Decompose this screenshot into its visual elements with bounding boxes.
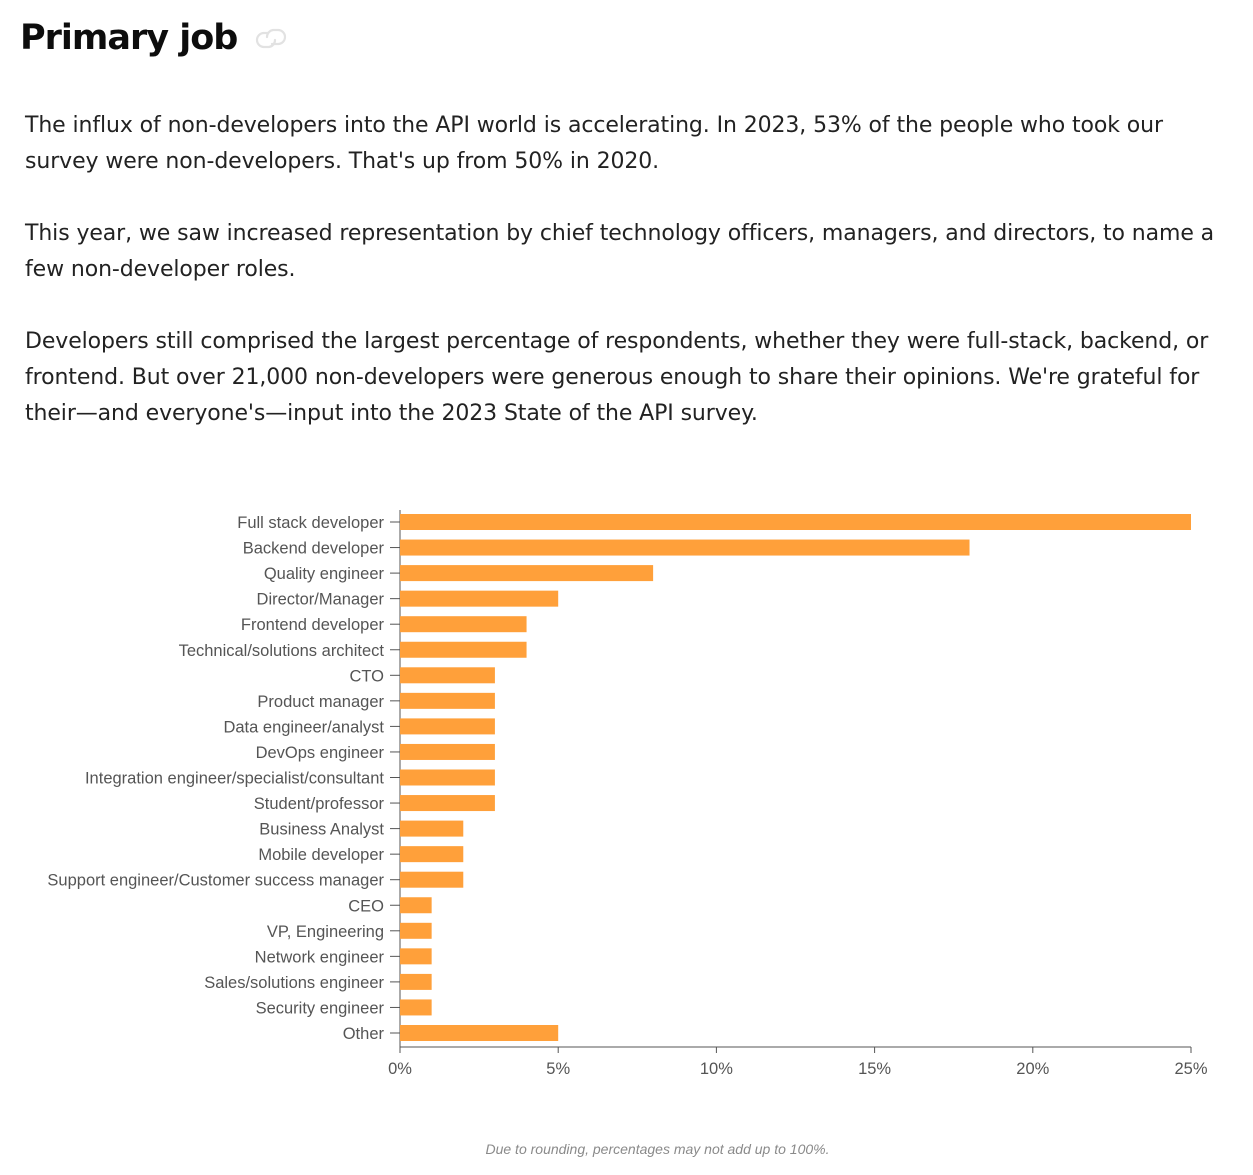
x-tick-label-20: 20%: [1016, 1060, 1049, 1078]
bar-vp-engineering: [400, 922, 432, 939]
x-tick-label-15: 15%: [858, 1060, 891, 1078]
bar-quality-engineer: [400, 565, 654, 582]
x-tick-label-5: 5%: [546, 1060, 570, 1078]
bar-student-professor: [400, 795, 495, 812]
y-tick-label-other: Other: [343, 1025, 385, 1043]
y-tick-label-cto: CTO: [349, 667, 384, 685]
bar-technical-solutions-architect: [400, 641, 527, 658]
link-icon[interactable]: [251, 22, 291, 54]
bar-director-manager: [400, 590, 559, 607]
bar-cto: [400, 667, 495, 684]
x-tick-label-25: 25%: [1174, 1060, 1207, 1078]
y-tick-label-quality-engineer: Quality engineer: [264, 565, 385, 583]
y-tick-label-vp-engineering: VP, Engineering: [267, 923, 384, 941]
bar-support-engineer-customer-success-manager: [400, 871, 464, 888]
bar-backend-developer: [400, 539, 970, 556]
intro-paragraph-1: The influx of non-developers into the AP…: [25, 113, 1163, 174]
y-tick-label-full-stack-developer: Full stack developer: [237, 514, 384, 532]
x-tick-label-0: 0%: [388, 1060, 412, 1078]
bar-business-analyst: [400, 820, 464, 837]
y-tick-label-network-engineer: Network engineer: [255, 948, 385, 966]
section-heading: Primary job: [20, 18, 291, 58]
bar-product-manager: [400, 692, 495, 709]
page-title: Primary job: [20, 18, 238, 58]
y-tick-label-mobile-developer: Mobile developer: [258, 846, 384, 864]
y-tick-label-data-engineer-analyst: Data engineer/analyst: [223, 718, 384, 736]
y-tick-label-technical-solutions-architect: Technical/solutions architect: [179, 642, 385, 660]
y-tick-label-director-manager: Director/Manager: [257, 591, 385, 609]
bar-frontend-developer: [400, 616, 527, 633]
bar-mobile-developer: [400, 846, 464, 863]
bar-network-engineer: [400, 948, 432, 965]
bar-ceo: [400, 897, 432, 914]
y-tick-label-student-professor: Student/professor: [254, 795, 385, 813]
bar-security-engineer: [400, 999, 432, 1016]
y-tick-label-ceo: CEO: [348, 897, 384, 915]
y-tick-label-business-analyst: Business Analyst: [259, 821, 384, 839]
y-tick-label-product-manager: Product manager: [257, 693, 384, 711]
bar-devops-engineer: [400, 743, 495, 760]
y-tick-label-security-engineer: Security engineer: [256, 999, 385, 1017]
bar-full-stack-developer: [400, 514, 1191, 530]
y-tick-label-frontend-developer: Frontend developer: [241, 616, 385, 634]
rounding-footnote: Due to rounding, percentages may not add…: [485, 1141, 830, 1157]
bar-data-engineer-analyst: [400, 718, 495, 735]
primary-job-bar-chart: Full stack developer Backend developer Qua…: [47, 510, 1208, 1078]
intro-paragraph-3: Developers still comprised the largest p…: [25, 329, 1209, 426]
y-tick-label-support-engineer-customer-success-manager: Support engineer/Customer success manage…: [47, 872, 384, 890]
bar-sales-solutions-engineer: [400, 973, 432, 990]
intro-paragraph-2: This year, we saw increased representati…: [25, 221, 1215, 282]
bar-integration-engineer-specialist-consultant: [400, 769, 495, 786]
y-tick-label-backend-developer: Backend developer: [243, 540, 385, 558]
bar-other: [400, 1025, 559, 1041]
y-tick-label-sales-solutions-engineer: Sales/solutions engineer: [204, 974, 384, 992]
x-tick-label-10: 10%: [700, 1060, 733, 1078]
y-tick-label-integration-engineer-specialist-consultant: Integration engineer/specialist/consulta…: [85, 770, 384, 788]
y-tick-label-devops-engineer: DevOps engineer: [256, 744, 385, 762]
